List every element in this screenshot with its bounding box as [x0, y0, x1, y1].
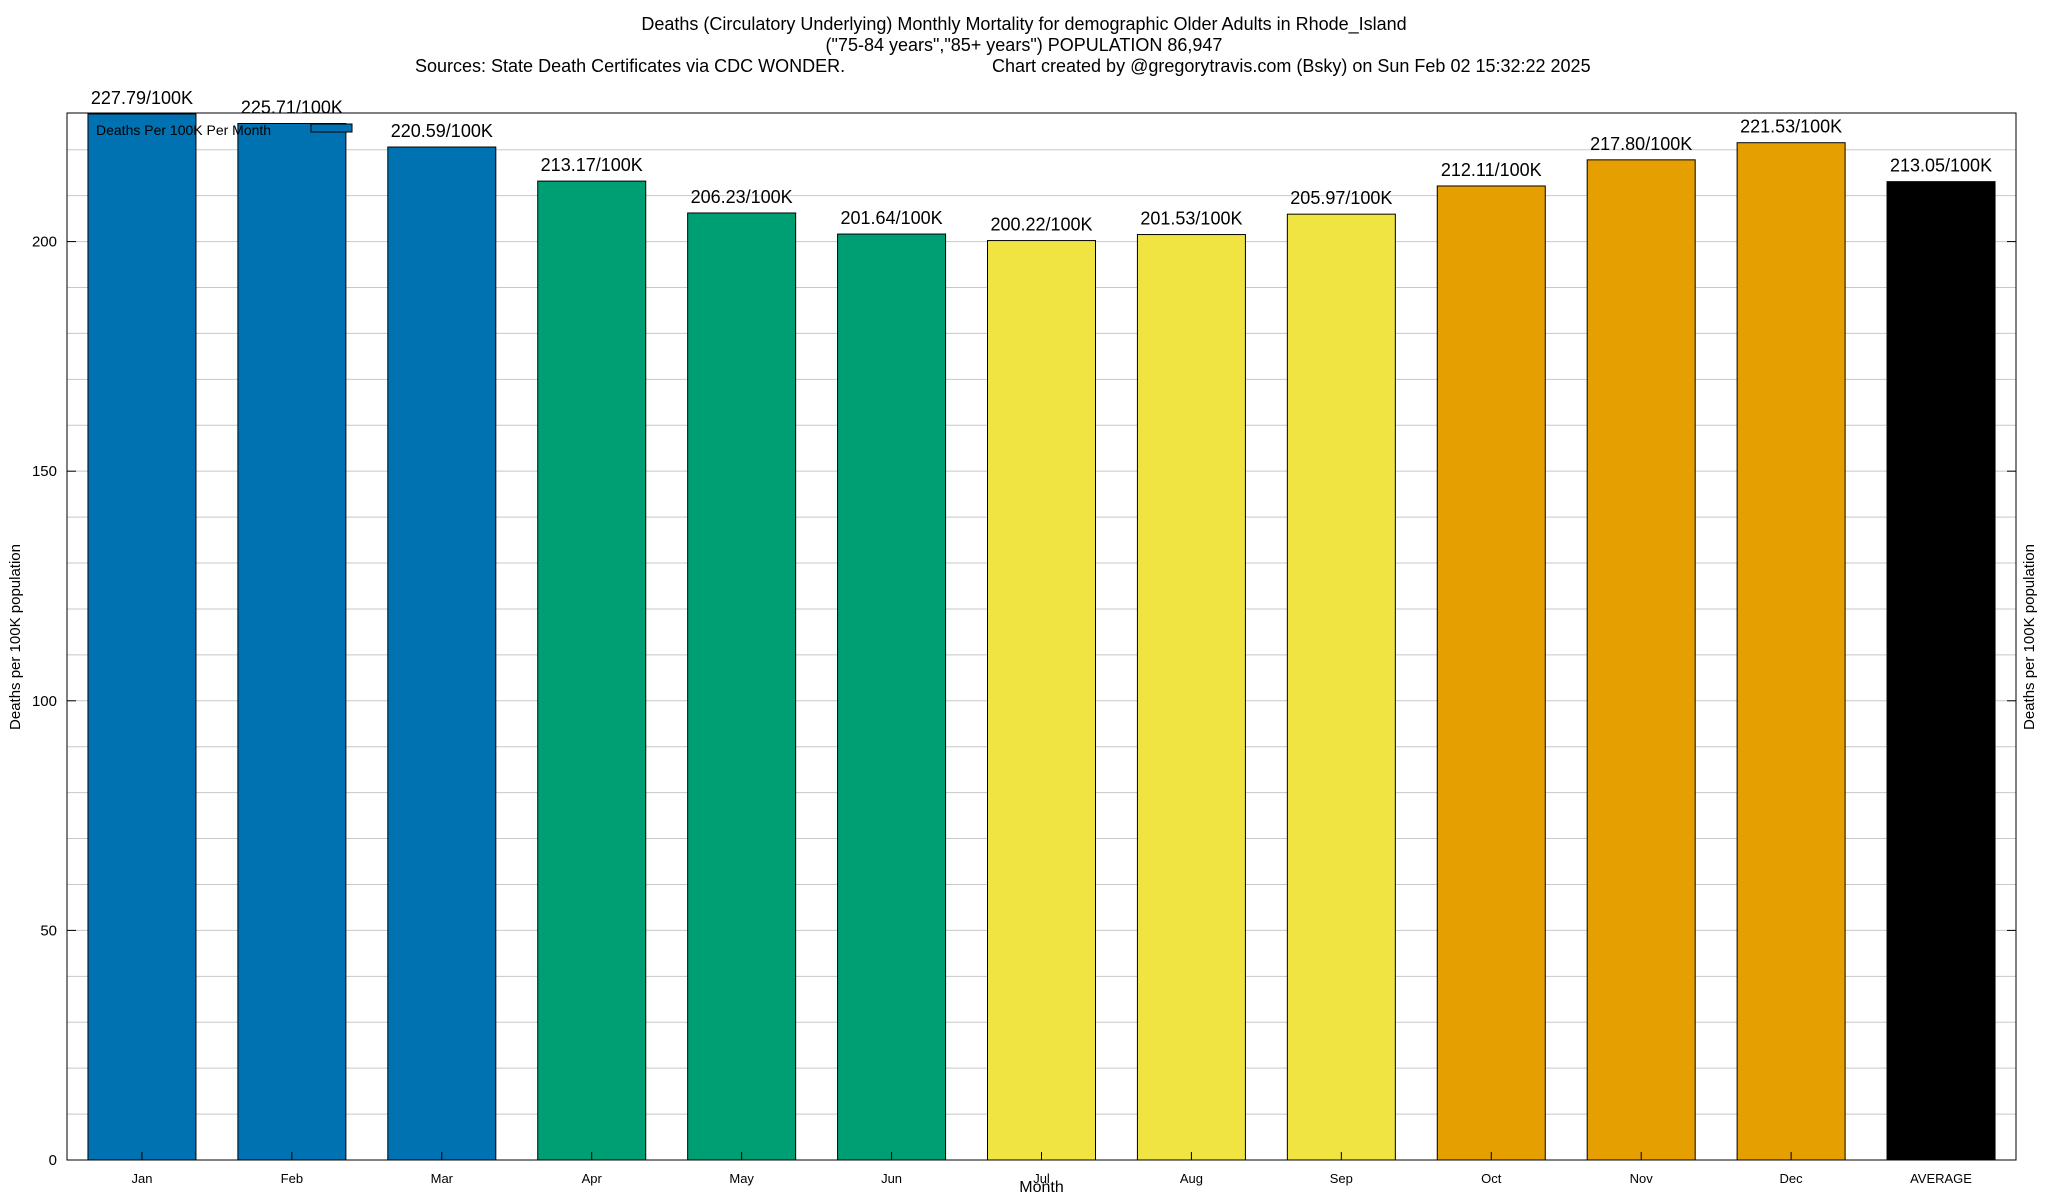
bar	[1736, 142, 1846, 1161]
x-tick-label: Feb	[281, 1171, 303, 1186]
x-tick-label: Dec	[1780, 1171, 1804, 1186]
bar-value-label: 200.22/100K	[990, 215, 1092, 235]
sources-note: Sources: State Death Certificates via CD…	[415, 56, 846, 76]
x-tick-label: Nov	[1630, 1171, 1654, 1186]
y-tick-label: 100	[32, 693, 57, 710]
x-tick-label: Aug	[1180, 1171, 1203, 1186]
bar-value-label: 206.23/100K	[691, 187, 793, 207]
chart-subtitle: ("75-84 years","85+ years") POPULATION 8…	[825, 35, 1223, 55]
x-axis-label: Month	[1019, 1179, 1063, 1196]
bar-value-label: 201.53/100K	[1140, 209, 1242, 229]
bar	[987, 240, 1096, 1161]
bar-value-label: 213.05/100K	[1890, 156, 1992, 176]
bar-value-label: 212.11/100K	[1441, 160, 1542, 180]
y-tick-label: 200	[32, 234, 57, 251]
x-tick-label: AVERAGE	[1910, 1171, 1972, 1186]
plot-frame	[66, 112, 2017, 1161]
bar	[1286, 213, 1396, 1161]
bar-value-label: 205.97/100K	[1290, 188, 1392, 208]
x-tick-label: Sep	[1330, 1171, 1353, 1186]
legend-swatch	[310, 123, 353, 133]
bar	[1586, 159, 1696, 1161]
y-tick-label: 50	[40, 922, 57, 939]
bar-value-label: 220.59/100K	[391, 121, 493, 141]
chart-title: Deaths (Circulatory Underlying) Monthly …	[641, 14, 1407, 34]
bar	[837, 233, 947, 1161]
bar	[387, 146, 497, 1161]
credit-note: Chart created by @gregorytravis.com (Bsk…	[992, 56, 1591, 76]
bar-value-label: 201.64/100K	[841, 208, 943, 228]
x-tick-label: Apr	[582, 1171, 603, 1186]
bar	[537, 180, 647, 1161]
y-axis-label-right: Deaths per 100K population	[2021, 544, 2038, 730]
x-tick-label: Jan	[131, 1171, 152, 1186]
bar	[1886, 181, 1996, 1161]
y-tick-label: 150	[32, 463, 57, 480]
bar-value-label: 221.53/100K	[1740, 117, 1842, 137]
x-tick-label: May	[729, 1171, 754, 1186]
bar	[1136, 234, 1246, 1161]
bar	[87, 113, 197, 1161]
legend-label: Deaths Per 100K Per Month	[96, 122, 271, 138]
bar-value-label: 225.71/100K	[241, 98, 343, 118]
bar-value-label: 213.17/100K	[541, 155, 643, 175]
y-axis-label: Deaths per 100K population	[7, 544, 24, 730]
bar	[237, 123, 347, 1161]
x-tick-label: Jun	[881, 1171, 902, 1186]
x-tick-label: Jul	[1033, 1171, 1050, 1186]
x-tick-label: Mar	[431, 1171, 454, 1186]
x-tick-label: Oct	[1481, 1171, 1502, 1186]
bar-value-label: 227.79/100K	[91, 88, 193, 108]
bar-value-label: 217.80/100K	[1590, 134, 1692, 154]
bar	[687, 212, 797, 1161]
y-tick-label: 0	[49, 1152, 57, 1169]
bar	[1436, 185, 1546, 1161]
